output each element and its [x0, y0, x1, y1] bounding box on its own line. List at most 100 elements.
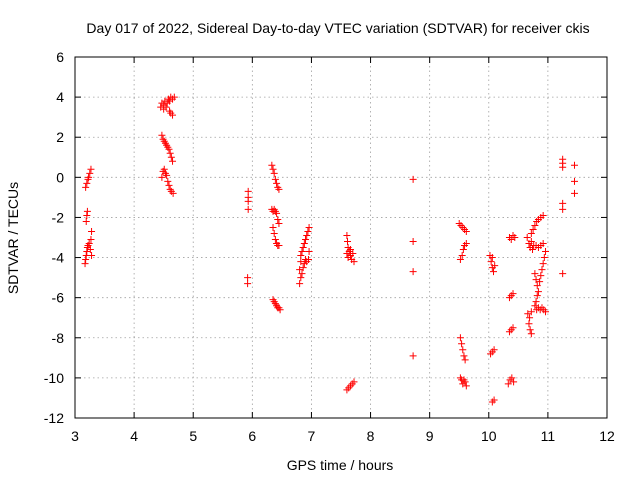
data-point-marker [298, 270, 306, 278]
data-point-marker [487, 258, 495, 266]
data-point-marker [459, 246, 467, 254]
data-point-marker [87, 165, 95, 173]
data-point-marker [490, 268, 498, 276]
data-point-marker [532, 276, 540, 284]
data-point-marker [462, 382, 470, 390]
data-point-marker [409, 268, 417, 276]
data-point-marker [462, 227, 470, 235]
data-point-marker [83, 179, 91, 187]
data-point-marker [508, 374, 516, 382]
data-point-marker [346, 246, 354, 254]
data-point-marker [539, 260, 547, 268]
plot-frame [74, 56, 608, 419]
x-tick-label: 12 [599, 428, 615, 444]
data-point-marker [86, 246, 94, 254]
data-point-marker [570, 189, 578, 197]
data-point-marker [160, 165, 168, 173]
data-point-marker [526, 326, 534, 334]
tick-labels: 3 4 5 6 7 8 9 10 11 12 6 4 2 0 -2 -4 -6 -8 -10 -12 [44, 49, 615, 444]
data-point-marker [269, 165, 277, 173]
data-point-marker [537, 272, 545, 280]
data-point-marker [275, 242, 283, 250]
data-point-marker [273, 179, 281, 187]
data-point-marker [164, 177, 172, 185]
data-point-marker [511, 234, 519, 241]
data-point-marker [88, 227, 96, 235]
data-point-marker [300, 240, 308, 248]
data-point-marker [244, 274, 252, 282]
data-point-marker [529, 246, 537, 254]
data-point-marker [525, 320, 533, 328]
data-point-marker [170, 93, 178, 101]
data-point-marker [297, 252, 305, 260]
data-point-marker [275, 219, 283, 227]
data-point-marker [304, 227, 312, 235]
data-point-marker [343, 231, 351, 239]
grid-lines [75, 57, 607, 418]
data-point-marker [305, 248, 313, 256]
data-point-marker [524, 310, 532, 318]
data-point-marker [460, 352, 468, 360]
data-point-marker [504, 380, 512, 388]
data-point-marker [509, 290, 517, 298]
data-point-marker [158, 173, 166, 181]
x-tick-label: 8 [367, 428, 375, 444]
data-point-marker [510, 378, 518, 386]
data-point-marker [244, 187, 252, 195]
data-point-marker [570, 161, 578, 169]
data-point-marker [459, 346, 467, 354]
data-point-marker [559, 163, 567, 171]
data-point-marker [529, 225, 537, 233]
data-point-marker [296, 280, 304, 288]
data-point-marker [276, 306, 284, 314]
data-point-marker [458, 340, 466, 348]
data-point-marker [299, 264, 307, 272]
data-point-marker [273, 209, 281, 217]
data-point-marker [268, 161, 276, 169]
data-point-marker [297, 258, 305, 266]
data-point-marker [269, 223, 277, 231]
data-point-marker [158, 131, 166, 139]
data-point-marker [297, 274, 305, 282]
data-point-marker [532, 298, 540, 306]
x-tick-label: 4 [130, 428, 138, 444]
data-point-marker [85, 173, 93, 181]
data-point-marker [83, 248, 91, 256]
data-point-marker [539, 211, 547, 219]
data-point-marker [542, 248, 550, 256]
data-point-marker [461, 378, 469, 386]
data-point-marker [490, 396, 498, 404]
y-tick-label: 2 [56, 129, 64, 145]
data-point-marker [531, 302, 539, 310]
data-point-marker [81, 260, 89, 268]
data-point-marker [169, 189, 177, 197]
data-point-marker [409, 175, 417, 183]
x-tick-label: 6 [248, 428, 256, 444]
data-point-marker [527, 238, 535, 246]
data-point-marker [169, 157, 177, 165]
data-point-marker [87, 236, 95, 244]
data-point-marker [350, 378, 358, 386]
data-point-marker [270, 229, 278, 237]
x-axis-label: GPS time / hours [287, 457, 394, 473]
data-point-marker [540, 254, 548, 262]
data-point-marker [531, 221, 539, 229]
data-point-marker [534, 288, 542, 296]
data-point-marker [304, 256, 312, 264]
data-point-marker [270, 169, 278, 177]
data-point-marker [275, 185, 283, 193]
y-tick-label: 4 [56, 89, 64, 105]
data-point-marker [169, 111, 177, 119]
data-point-marker [526, 314, 534, 322]
data-point-marker [299, 244, 307, 252]
y-tick-label: 6 [56, 49, 64, 65]
data-point-marker [271, 175, 279, 183]
data-point-marker [82, 256, 90, 264]
data-point-marker [523, 234, 531, 241]
data-point-marker [82, 217, 90, 225]
data-point-marker [533, 292, 541, 300]
x-tick-label: 10 [481, 428, 497, 444]
data-point-marker [302, 236, 310, 244]
data-point-marker [244, 280, 252, 288]
